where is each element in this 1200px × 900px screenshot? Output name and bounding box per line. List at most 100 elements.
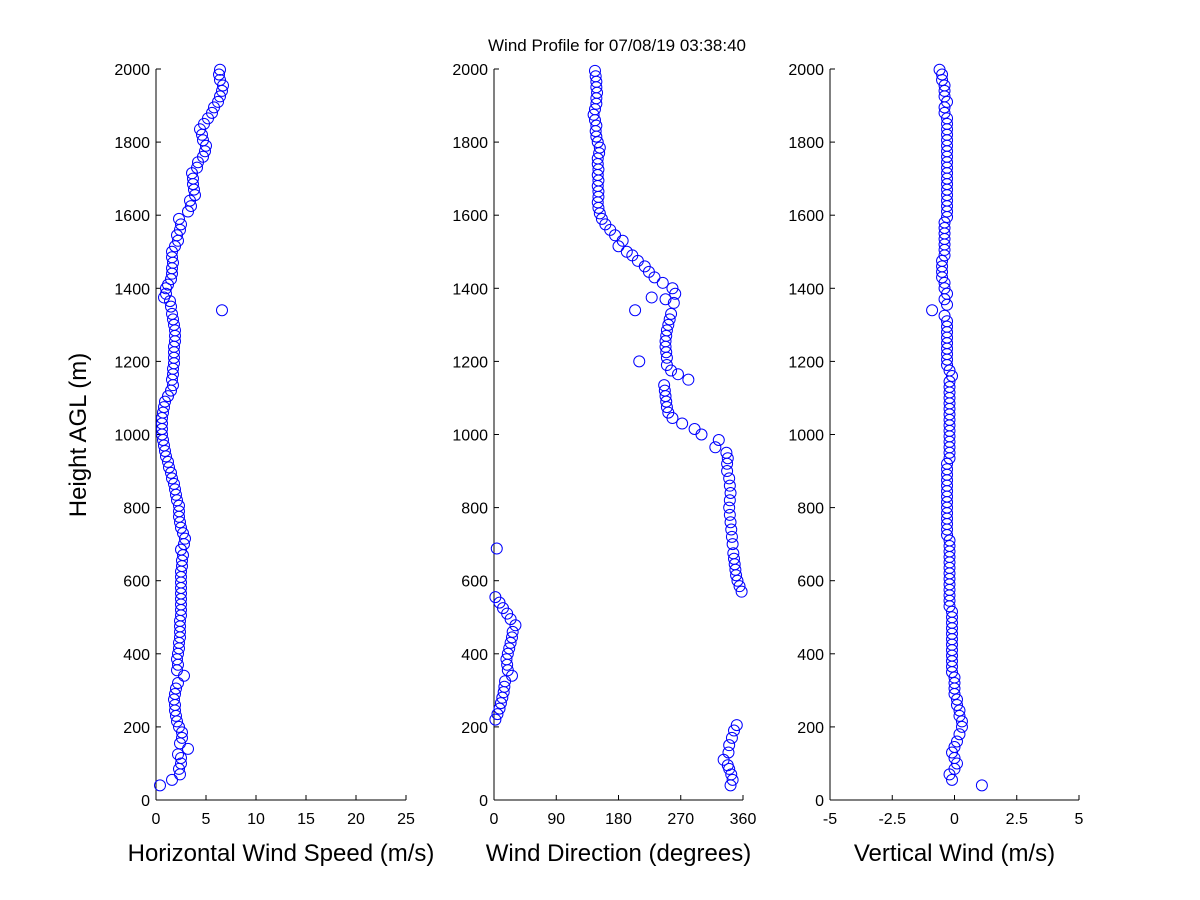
data-point: [946, 370, 959, 383]
data-point: [946, 611, 959, 624]
data-point: [629, 304, 642, 317]
y-tick-label: 600: [797, 574, 824, 591]
data-point: [173, 499, 185, 512]
data-point: [726, 773, 739, 786]
data-point: [185, 200, 197, 213]
data-point: [948, 677, 961, 690]
x-tick-label: 0: [950, 811, 959, 828]
x-tick-label: 90: [547, 811, 565, 828]
data-point: [953, 704, 966, 717]
data-point: [172, 748, 184, 761]
data-point: [633, 355, 646, 368]
data-point: [166, 251, 178, 264]
y-tick-label: 200: [461, 720, 488, 737]
data-point: [169, 688, 181, 701]
data-point: [658, 384, 671, 397]
y-tick-label: 200: [123, 720, 150, 737]
y-tick-label: 1400: [788, 281, 824, 298]
data-point: [182, 742, 194, 755]
y-tick-label: 400: [461, 647, 488, 664]
data-point: [494, 697, 507, 710]
data-point: [658, 379, 671, 392]
data-point: [709, 441, 722, 454]
data-point: [659, 293, 672, 306]
data-point: [498, 680, 511, 693]
data-point: [725, 731, 738, 744]
data-point: [165, 300, 177, 313]
x-tick-label: 25: [397, 811, 415, 828]
data-point: [667, 296, 680, 309]
data-point: [727, 547, 740, 560]
data-point: [506, 625, 519, 638]
y-tick-label: 1800: [788, 135, 824, 152]
data-point: [666, 282, 679, 295]
data-point: [179, 532, 191, 545]
data-point: [728, 552, 741, 565]
data-point: [941, 112, 954, 125]
data-point: [943, 364, 956, 377]
x-tick-label: 270: [667, 811, 694, 828]
data-point: [588, 64, 601, 77]
data-point: [723, 479, 736, 492]
data-point: [728, 724, 741, 737]
data-point: [214, 63, 226, 76]
data-point: [216, 304, 228, 317]
data-point: [975, 779, 988, 792]
data-point: [197, 134, 209, 147]
y-tick-label: 1600: [788, 208, 824, 225]
data-point: [166, 773, 178, 786]
data-point: [725, 523, 738, 536]
y-tick-label: 1200: [788, 354, 824, 371]
data-point: [214, 73, 226, 86]
data-point: [172, 677, 184, 690]
panel-2: 0 200 400 600 800 1000 1200 1400 1600 1800 2000 0 90…: [452, 62, 756, 867]
data-point: [645, 291, 658, 304]
y-tick-label: 1400: [114, 281, 150, 298]
y-tick-label: 1200: [452, 354, 488, 371]
data-point: [721, 452, 734, 465]
y-tick-label: 0: [141, 793, 150, 810]
data-point: [200, 139, 212, 152]
y-tick-label: 1000: [788, 428, 824, 445]
y-tick-label: 1400: [452, 281, 488, 298]
data-point: [175, 218, 187, 231]
data-point: [490, 542, 503, 555]
x-tick-label: 0: [152, 811, 161, 828]
data-point: [500, 653, 513, 666]
data-point: [175, 757, 187, 770]
data-point: [197, 150, 209, 163]
data-point: [159, 395, 171, 408]
x-tick-label: 10: [247, 811, 265, 828]
data-point: [175, 543, 187, 556]
x-tick-label: 180: [605, 811, 632, 828]
data-point: [735, 585, 748, 598]
data-points: [154, 63, 229, 792]
data-point: [950, 735, 963, 748]
data-point: [206, 106, 218, 119]
data-point: [953, 728, 966, 741]
data-point: [187, 172, 199, 185]
data-point: [938, 221, 951, 234]
y-tick-label: 600: [123, 574, 150, 591]
data-point: [589, 70, 602, 83]
data-point: [587, 108, 600, 121]
data-point: [682, 373, 695, 386]
data-point: [593, 141, 606, 154]
y-tick-label: 800: [123, 501, 150, 518]
data-point: [938, 106, 951, 119]
data-point: [955, 715, 968, 728]
data-point: [946, 773, 959, 786]
y-tick-label: 0: [815, 793, 824, 810]
data-point: [943, 539, 956, 552]
data-point: [938, 276, 951, 289]
data-point: [656, 276, 669, 289]
data-point: [217, 79, 229, 92]
data-point: [166, 307, 178, 320]
data-point: [620, 245, 633, 258]
y-tick-label: 1800: [452, 135, 488, 152]
data-point: [170, 682, 182, 695]
data-point: [660, 324, 673, 337]
data-point: [163, 461, 175, 474]
